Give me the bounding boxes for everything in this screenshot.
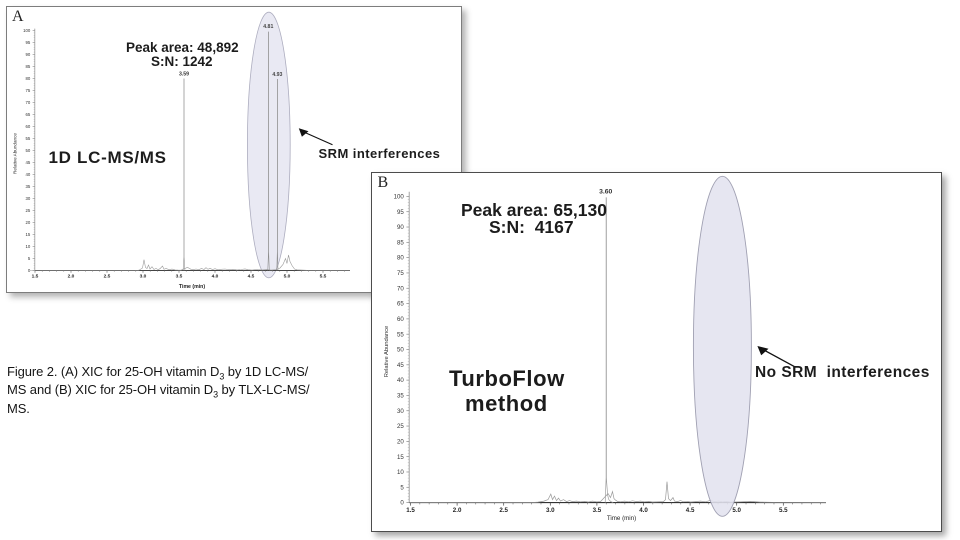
svg-text:80: 80 [26, 76, 31, 81]
svg-text:35: 35 [397, 393, 404, 400]
svg-text:50: 50 [26, 148, 31, 153]
svg-text:5.5: 5.5 [320, 274, 327, 280]
svg-text:25: 25 [26, 208, 31, 213]
svg-text:2.0: 2.0 [453, 507, 462, 514]
svg-text:60: 60 [26, 124, 31, 129]
svg-text:65: 65 [397, 301, 404, 308]
svg-text:95: 95 [397, 209, 404, 216]
svg-text:85: 85 [26, 64, 31, 69]
svg-text:5.0: 5.0 [732, 507, 741, 514]
svg-text:90: 90 [26, 52, 31, 57]
svg-text:20: 20 [397, 438, 404, 445]
svg-text:50: 50 [397, 347, 404, 354]
svg-text:65: 65 [26, 112, 31, 117]
svg-text:4.93: 4.93 [272, 72, 282, 78]
svg-text:90: 90 [397, 224, 404, 231]
svg-text:20: 20 [26, 220, 31, 225]
svg-text:15: 15 [26, 232, 31, 237]
svg-text:55: 55 [26, 136, 31, 141]
svg-text:4.0: 4.0 [639, 507, 648, 514]
svg-text:15: 15 [397, 454, 404, 461]
svg-text:3.5: 3.5 [593, 507, 602, 514]
svg-text:4.5: 4.5 [248, 274, 255, 280]
svg-text:45: 45 [26, 160, 31, 165]
svg-text:75: 75 [397, 270, 404, 277]
svg-text:0: 0 [400, 500, 404, 507]
svg-text:5.0: 5.0 [284, 274, 291, 280]
svg-text:5: 5 [400, 484, 404, 491]
svg-text:4.81: 4.81 [263, 24, 273, 30]
svg-text:Time (min): Time (min) [179, 284, 205, 290]
svg-text:95: 95 [26, 40, 31, 45]
svg-text:70: 70 [26, 100, 31, 105]
svg-text:3.59: 3.59 [179, 72, 189, 78]
svg-text:1.5: 1.5 [32, 274, 39, 280]
svg-text:2.5: 2.5 [104, 274, 111, 280]
svg-text:80: 80 [397, 255, 404, 262]
svg-text:3.60: 3.60 [599, 188, 612, 195]
svg-text:100: 100 [23, 28, 31, 33]
svg-text:85: 85 [397, 239, 404, 246]
svg-text:75: 75 [26, 88, 31, 93]
svg-text:Time (min): Time (min) [607, 515, 636, 522]
svg-text:10: 10 [397, 469, 404, 476]
svg-text:55: 55 [397, 331, 404, 338]
svg-text:1.5: 1.5 [406, 507, 415, 514]
svg-text:45: 45 [397, 362, 404, 369]
svg-text:40: 40 [26, 172, 31, 177]
svg-text:25: 25 [397, 423, 404, 430]
svg-text:2.5: 2.5 [499, 507, 508, 514]
svg-text:30: 30 [397, 408, 404, 415]
svg-text:5: 5 [28, 256, 31, 261]
svg-text:5.5: 5.5 [779, 507, 788, 514]
svg-text:30: 30 [26, 196, 31, 201]
svg-text:2.0: 2.0 [68, 274, 75, 280]
svg-text:70: 70 [397, 285, 404, 292]
svg-text:60: 60 [397, 316, 404, 323]
svg-text:0: 0 [28, 268, 31, 273]
svg-text:Relative Abundance: Relative Abundance [384, 326, 390, 378]
svg-text:35: 35 [26, 184, 31, 189]
svg-text:3.5: 3.5 [176, 274, 183, 280]
svg-text:4.5: 4.5 [686, 507, 695, 514]
svg-text:3.0: 3.0 [140, 274, 147, 280]
svg-text:100: 100 [394, 194, 405, 201]
svg-text:10: 10 [26, 244, 31, 249]
svg-text:Relative Abundance: Relative Abundance [13, 133, 18, 174]
svg-text:40: 40 [397, 377, 404, 384]
svg-text:4.0: 4.0 [212, 274, 219, 280]
svg-text:3.0: 3.0 [546, 507, 555, 514]
